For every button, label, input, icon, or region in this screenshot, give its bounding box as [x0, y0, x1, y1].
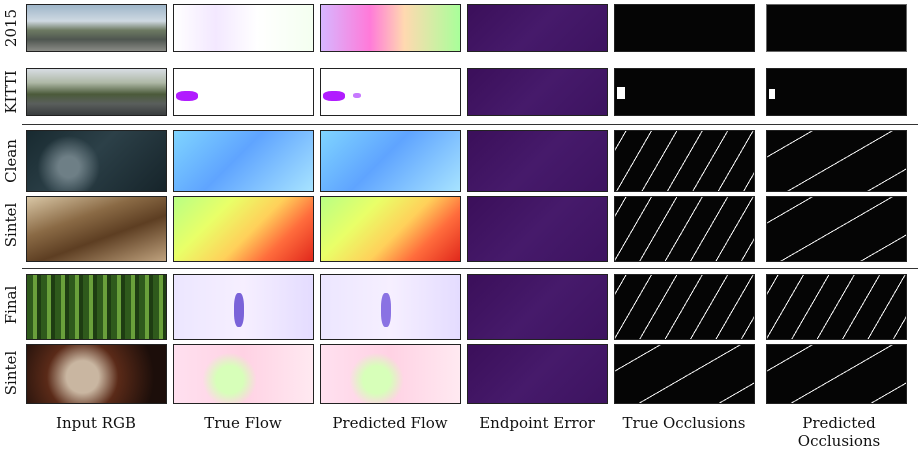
- thumb-r3-predicted-occlusions: [766, 130, 907, 192]
- flow-figure: [381, 293, 391, 327]
- thumb-r3-endpoint-error: [467, 130, 608, 192]
- thumb-r4-true-occlusions: [614, 196, 755, 262]
- thumb-r5-predicted-flow: [320, 274, 461, 340]
- column-label-endpoint-error: Endpoint Error: [479, 414, 595, 432]
- thumb-r6-true-flow: [173, 344, 314, 404]
- thumb-r4-input-rgb: [26, 196, 167, 262]
- flow-blob: [353, 93, 361, 98]
- thumb-r1-predicted-flow: [320, 4, 461, 52]
- thumb-r1-predicted-occlusions: [766, 4, 907, 52]
- row-label-sintel-clean: Sintel: [2, 202, 20, 248]
- column-label-predicted-occlusions: Predicted Occlusions: [797, 414, 881, 450]
- flow-blob: [323, 91, 345, 101]
- occlusion-blob: [617, 87, 625, 99]
- thumb-r1-endpoint-error: [467, 4, 608, 52]
- thumb-r6-true-occlusions: [614, 344, 755, 404]
- thumb-r2-endpoint-error: [467, 68, 608, 116]
- thumb-r6-input-rgb: [26, 344, 167, 404]
- row-label-final: Final: [2, 285, 20, 325]
- thumb-r6-predicted-occlusions: [766, 344, 907, 404]
- column-label-predicted-flow: Predicted Flow: [332, 414, 448, 432]
- thumb-r5-true-occlusions: [614, 274, 755, 340]
- row-label-kitti: KITTI: [2, 70, 20, 114]
- thumb-r5-true-flow: [173, 274, 314, 340]
- thumb-r3-predicted-flow: [320, 130, 461, 192]
- thumb-r3-input-rgb: [26, 130, 167, 192]
- group-separator-clean-final: [22, 268, 918, 269]
- thumb-r5-endpoint-error: [467, 274, 608, 340]
- occlusion-blob: [769, 89, 775, 99]
- thumb-r4-predicted-flow: [320, 196, 461, 262]
- thumb-r4-true-flow: [173, 196, 314, 262]
- thumb-r6-predicted-flow: [320, 344, 461, 404]
- thumb-r5-predicted-occlusions: [766, 274, 907, 340]
- flow-figure: [234, 293, 244, 327]
- thumb-r1-input-rgb: [26, 4, 167, 52]
- thumb-r2-predicted-flow: [320, 68, 461, 116]
- column-label-true-flow: True Flow: [204, 414, 282, 432]
- thumb-r2-true-flow: [173, 68, 314, 116]
- flow-blob: [176, 91, 198, 101]
- thumb-r2-predicted-occlusions: [766, 68, 907, 116]
- row-label-2015: 2015: [2, 8, 20, 48]
- thumb-r2-input-rgb: [26, 68, 167, 116]
- column-label-input-rgb: Input RGB: [56, 414, 136, 432]
- thumb-r4-endpoint-error: [467, 196, 608, 262]
- thumb-r1-true-flow: [173, 4, 314, 52]
- row-label-clean: Clean: [2, 139, 20, 183]
- thumb-r3-true-flow: [173, 130, 314, 192]
- thumb-r3-true-occlusions: [614, 130, 755, 192]
- thumb-r5-input-rgb: [26, 274, 167, 340]
- thumb-r6-endpoint-error: [467, 344, 608, 404]
- thumb-r2-true-occlusions: [614, 68, 755, 116]
- thumb-r1-true-occlusions: [614, 4, 755, 52]
- thumb-r4-predicted-occlusions: [766, 196, 907, 262]
- column-label-true-occlusions: True Occlusions: [622, 414, 746, 432]
- group-separator-kitti-sintel-clean: [22, 124, 918, 125]
- row-label-sintel-final: Sintel: [2, 350, 20, 396]
